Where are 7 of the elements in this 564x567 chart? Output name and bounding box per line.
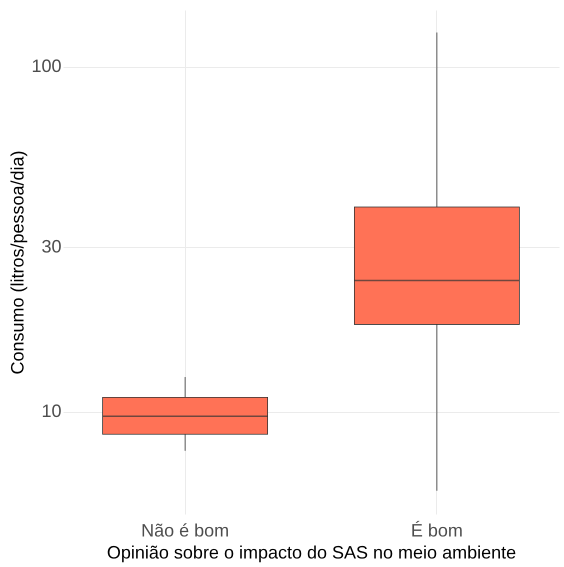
y-tick-label: 100	[31, 56, 62, 76]
x-tick-label: Não é bom	[141, 520, 230, 540]
y-axis-title: Consumo (litros/pessoa/dia)	[7, 150, 28, 375]
y-tick-label: 10	[41, 401, 62, 422]
y-tick-label: 30	[41, 236, 62, 257]
x-tick-label: É bom	[410, 520, 463, 540]
x-axis-title: Opinião sobre o impacto do SAS no meio ambiente	[106, 542, 516, 562]
